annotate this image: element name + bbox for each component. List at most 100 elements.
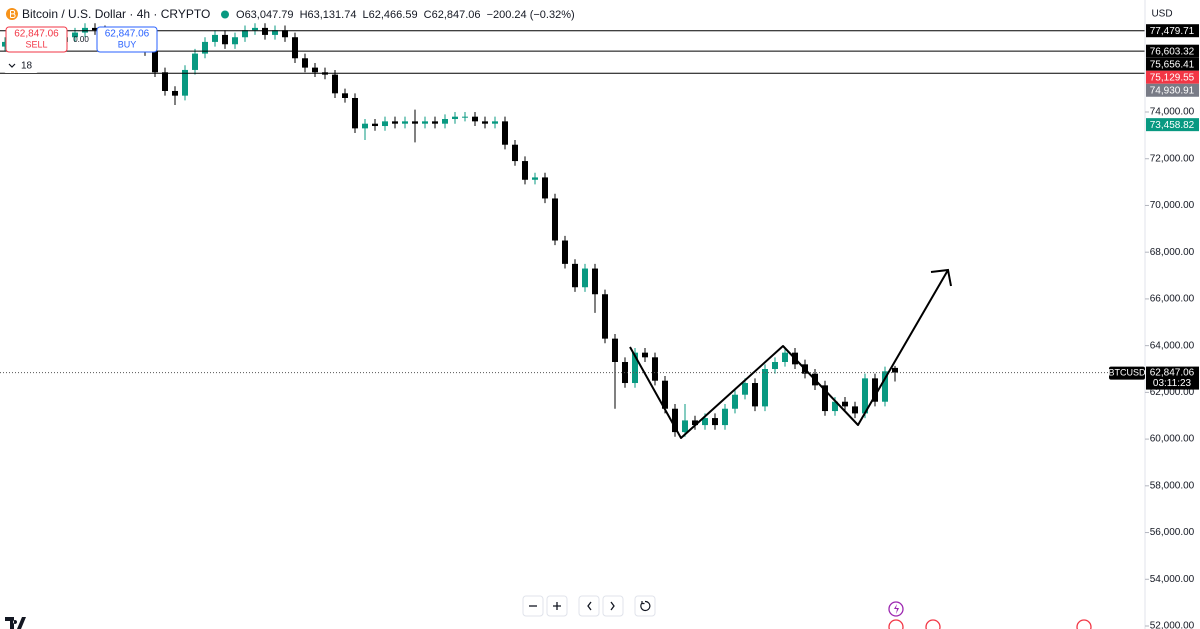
scroll-right-button[interactable] — [602, 595, 624, 617]
candle-body — [342, 93, 348, 98]
candle-body — [192, 53, 198, 70]
candle-body — [502, 121, 508, 145]
candle-body — [672, 408, 678, 433]
candle-body — [272, 30, 278, 35]
spread: 0.00 — [73, 35, 89, 44]
price-label: 77,479.71 — [1150, 26, 1195, 37]
ohlc-key: C — [424, 9, 432, 21]
countdown: 03:11:23 — [1153, 378, 1192, 389]
candle-body — [712, 418, 718, 426]
y-tick-label: 56,000.00 — [1150, 527, 1195, 538]
y-tick-label: 60,000.00 — [1150, 434, 1195, 445]
candle-body — [542, 177, 548, 199]
candle-body — [292, 37, 298, 59]
currency-label[interactable]: USD — [1151, 9, 1172, 20]
candle-body — [382, 121, 388, 127]
candle-body — [492, 121, 498, 124]
buy-price: 62,847.06 — [105, 29, 150, 40]
candle-body — [412, 121, 418, 124]
price-label-box — [1146, 118, 1199, 132]
event-icon[interactable] — [1076, 619, 1092, 629]
tv-logo[interactable] — [5, 617, 26, 629]
candle-body — [432, 121, 438, 124]
chevron-icon — [8, 63, 16, 68]
candle-body — [202, 41, 208, 54]
drawing-line[interactable] — [629, 269, 949, 439]
candle-body — [652, 357, 658, 381]
price-axis: 74,000.00 72,000.00 70,000.00 68,000.00 66,0… — [1108, 24, 1199, 629]
plus-icon — [553, 602, 561, 610]
candle-body — [582, 268, 588, 288]
candle-body — [2, 41, 8, 47]
candle-body — [312, 67, 318, 73]
price-label-box — [1146, 24, 1199, 38]
buy-label: BUY — [118, 39, 137, 49]
symbol-title[interactable]: Bitcoin / U.S. Dollar · 4h · CRYPTO — [22, 7, 210, 21]
candle-body — [872, 378, 878, 402]
ohlc-legend: O63,047.79 H63,131.74 L62,466.59 C62,847… — [236, 9, 575, 21]
y-tick-label: 54,000.00 — [1150, 574, 1195, 585]
y-tick-label: 66,000.00 — [1150, 294, 1195, 305]
candle-body — [572, 263, 578, 288]
candle-body — [422, 121, 428, 124]
candle-body — [522, 161, 528, 180]
candle-body — [662, 380, 668, 409]
candle-body — [282, 30, 288, 38]
sell-button[interactable] — [5, 26, 68, 53]
candle-body — [612, 338, 618, 362]
indicator-count: 18 — [21, 61, 33, 72]
candle-body — [302, 58, 308, 68]
reset-button[interactable] — [634, 595, 656, 617]
y-tick-label: 68,000.00 — [1150, 247, 1195, 258]
buy-button[interactable] — [96, 26, 158, 53]
price-label: 74,930.91 — [1150, 85, 1195, 96]
candle-body — [182, 69, 188, 96]
candle-body — [732, 394, 738, 409]
candle-body — [152, 51, 158, 73]
candle-body — [262, 27, 268, 35]
scroll-left-button[interactable] — [578, 595, 600, 617]
ohlc-value: 62,466.59 — [369, 9, 418, 21]
candle-body — [602, 294, 608, 339]
candle-body — [172, 90, 178, 96]
last-price-label: 62,847.06 — [1150, 368, 1195, 379]
price-change: −200.24 (−0.32%) — [487, 9, 575, 21]
candle-body — [222, 34, 228, 45]
right-icon — [610, 601, 615, 611]
candle-body — [232, 37, 238, 45]
candle-body — [772, 361, 778, 370]
lightning-icon — [894, 604, 899, 614]
candle-body — [552, 198, 558, 241]
event-icon[interactable] — [925, 619, 941, 629]
price-label: 75,129.55 — [1150, 72, 1195, 83]
candle-body — [782, 352, 788, 362]
zoom-toolbar — [522, 595, 656, 617]
price-label-box — [1146, 44, 1199, 58]
events — [888, 601, 1092, 629]
ohlc-value: 63,131.74 — [308, 9, 357, 21]
trade-panel: 62,847.06 SELL 0.00 62,847.06 BUY 18 — [4, 26, 158, 73]
price-label-box — [1146, 57, 1199, 71]
candle-body — [72, 32, 78, 38]
header: Bitcoin / U.S. Dollar · 4h · CRYPTO O63,… — [6, 7, 1173, 21]
reset-icon — [640, 600, 651, 612]
symbol-glyph — [10, 10, 16, 18]
candle-body — [472, 116, 478, 122]
indicators-toggle[interactable] — [4, 59, 38, 73]
ohlc-key: O — [236, 9, 245, 21]
market-status[interactable] — [221, 10, 229, 19]
candle-body — [252, 27, 258, 31]
candle-body — [682, 420, 688, 433]
candle-body — [632, 352, 638, 384]
candle-body — [352, 97, 358, 129]
candle-body — [642, 352, 648, 358]
y-tick-label: 72,000.00 — [1150, 153, 1195, 164]
y-tick-label: 62,000.00 — [1150, 387, 1195, 398]
candle-body — [332, 74, 338, 94]
candle-body — [862, 378, 868, 414]
drawing-arrowhead — [930, 268, 952, 287]
event-icon[interactable] — [888, 619, 904, 629]
candle-body — [402, 121, 408, 124]
